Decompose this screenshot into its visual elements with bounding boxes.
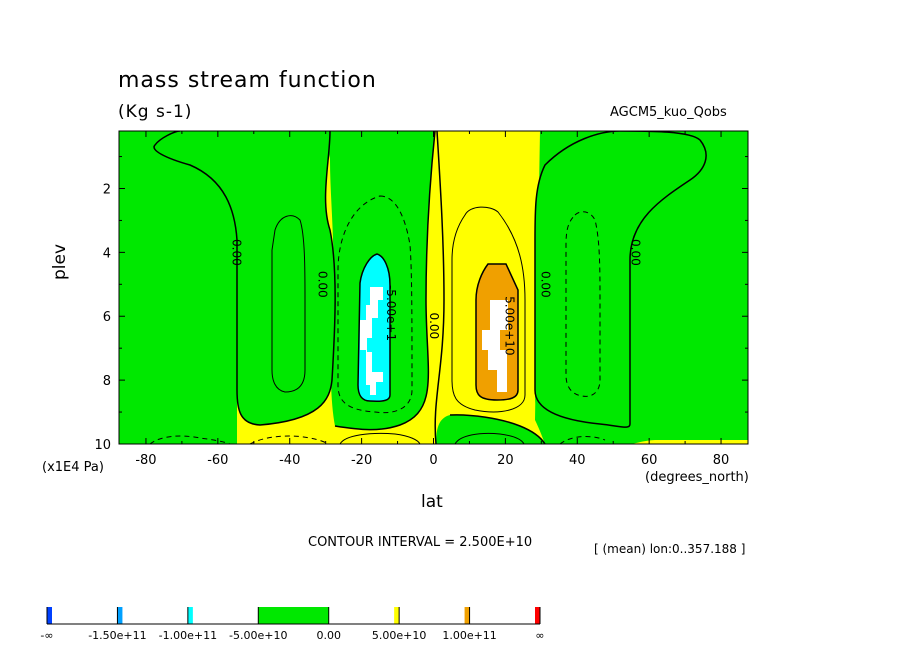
x-tick-label: -40 xyxy=(279,453,300,468)
subset-info: [ (mean) lon:0..357.188 ] xyxy=(594,542,746,556)
y-tick-label: 10 xyxy=(94,438,111,453)
contour-label: 5.00e+10 xyxy=(502,296,516,355)
contour-label: 0.00 xyxy=(316,271,330,298)
colorbar-swatch xyxy=(464,607,470,624)
dataset-name: AGCM5_kuo_Qobs xyxy=(610,105,727,120)
colorbar-swatch xyxy=(47,607,52,624)
contour-zero-equator xyxy=(334,131,436,431)
contour-neg25-bottom-left xyxy=(149,435,231,444)
colorbar-label: 5.00e+10 xyxy=(372,629,426,642)
contour-zero-bottom xyxy=(449,414,546,444)
colorbar-swatch xyxy=(117,607,123,624)
x-tick-label: 20 xyxy=(497,453,514,468)
colorbar-label: -5.00e+10 xyxy=(229,629,287,642)
contour-bottom-arc-right xyxy=(454,432,525,444)
colorbar-swatch xyxy=(187,607,193,624)
colorbar-label: 1.00e+11 xyxy=(442,629,496,642)
contour-neg25-bottom-right xyxy=(559,436,606,444)
contour-label: 0.00 xyxy=(628,239,642,266)
contour-bottom-arc-left xyxy=(339,432,421,444)
fill-green-south-center xyxy=(270,131,435,430)
x-tick-label: -20 xyxy=(351,453,372,468)
colorbar-label: -1.00e+11 xyxy=(159,629,217,642)
contour-fill-layer xyxy=(119,131,748,444)
contour-lines xyxy=(153,131,707,444)
x-tick-label: 0 xyxy=(429,453,437,468)
x-tick-label: 60 xyxy=(641,453,658,468)
y-axis-units: (x1E4 Pa) xyxy=(42,460,104,475)
contour-label: 0.00 xyxy=(229,239,243,266)
contour-neg25-bottom-mid xyxy=(249,435,329,444)
fill-green-north-inner xyxy=(535,131,707,444)
x-tick-label: -80 xyxy=(135,453,156,468)
y-tick-label: 2 xyxy=(103,182,111,197)
fill-green-north-center xyxy=(535,131,748,444)
contour-zero-south-outer xyxy=(153,131,336,426)
contour-label: 0.00 xyxy=(538,271,552,298)
x-axis-units: (degrees_north) xyxy=(645,470,749,485)
x-axis-label: lat xyxy=(421,492,443,512)
chart-title: mass stream function xyxy=(118,68,377,93)
contour-pos25-north xyxy=(451,206,526,413)
colorbar-label: -1.50e+11 xyxy=(88,629,146,642)
colorbar-label: ∞ xyxy=(535,629,544,642)
fill-white-core-north xyxy=(482,300,508,392)
colorbar-swatch xyxy=(258,607,329,624)
contour-neg25-north-cell xyxy=(565,211,601,397)
contour-zero-north-outer xyxy=(534,131,707,428)
colorbar-label: -∞ xyxy=(40,629,53,642)
contour-zero-north-inner xyxy=(434,131,445,444)
fill-green-left-edge xyxy=(119,131,237,444)
colorbar-label: 0.00 xyxy=(316,629,341,642)
contour-label: 0.00 xyxy=(427,312,441,339)
fill-green-bottom-center xyxy=(436,414,545,444)
colorbar-swatch xyxy=(394,607,400,624)
x-tick-label: 80 xyxy=(713,453,730,468)
contour-dashed-lines xyxy=(149,195,606,444)
contour-pos25-south-cell xyxy=(271,215,306,393)
x-tick-label: 40 xyxy=(569,453,586,468)
colorbar-swatch xyxy=(535,607,540,624)
fill-green-left-cell xyxy=(119,131,336,444)
contour-label-layer: 0.00 0.00 -5.00e+1 0.00 5.00e+10 0.00 0.00 xyxy=(229,239,642,356)
contour-pos5-north xyxy=(475,263,519,401)
contour-neg5-south xyxy=(357,253,391,402)
fill-white-core-south xyxy=(360,287,383,395)
contour-interval: CONTOUR INTERVAL = 2.500E+10 xyxy=(308,535,533,550)
y-tick-label: 8 xyxy=(103,374,111,389)
x-axis: -80 -60 -40 -20 0 20 40 60 80 xyxy=(135,131,729,468)
y-tick-label: 4 xyxy=(103,246,111,261)
chart-units: (Kg s-1) xyxy=(118,102,193,122)
y-tick-label: 6 xyxy=(103,310,111,325)
contour-label: -5.00e+1 xyxy=(384,285,398,341)
colorbar: -∞ -1.50e+11 -1.00e+11 -5.00e+10 0.00 5.00e+1… xyxy=(40,607,545,642)
contour-neg25-south xyxy=(337,195,413,414)
x-tick-label: -60 xyxy=(207,453,228,468)
y-axis: 2 4 6 8 10 xyxy=(94,156,748,453)
